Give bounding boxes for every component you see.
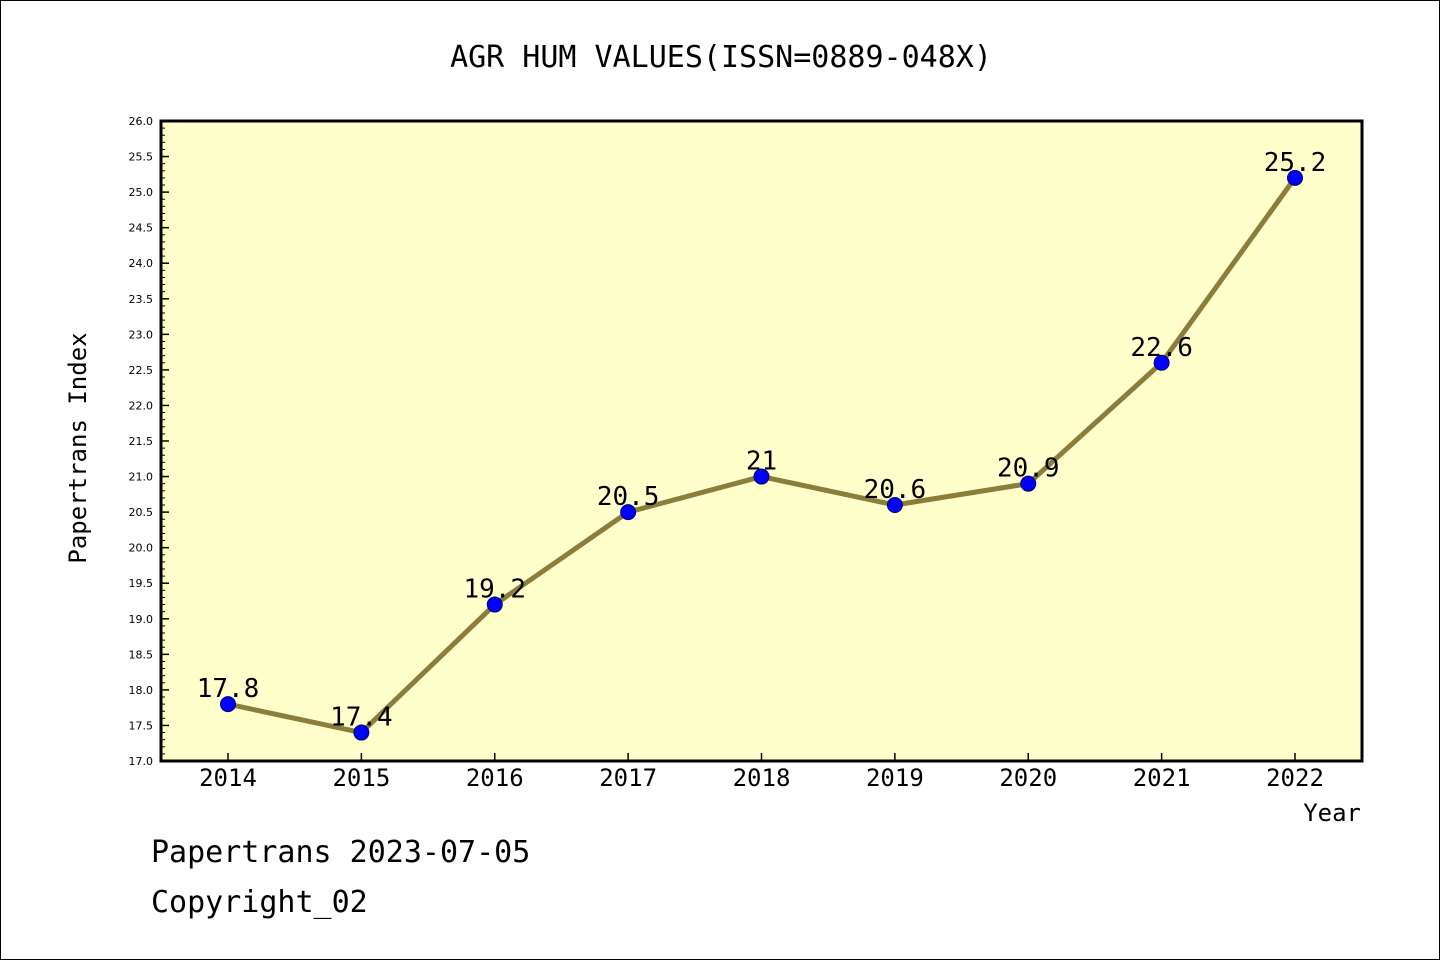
data-label: 19.2 bbox=[463, 575, 526, 605]
data-point bbox=[353, 724, 370, 741]
data-label: 20.9 bbox=[997, 454, 1060, 484]
data-point bbox=[1153, 354, 1170, 371]
y-tick-label: 18.5 bbox=[129, 648, 154, 661]
data-point bbox=[1287, 169, 1303, 186]
y-tick-label: 17.0 bbox=[129, 755, 154, 768]
y-tick-label: 24.0 bbox=[129, 257, 154, 270]
data-point bbox=[486, 596, 503, 613]
data-label: 17.4 bbox=[330, 703, 393, 733]
y-tick-label: 26.0 bbox=[129, 115, 154, 128]
data-label: 25.2 bbox=[1264, 148, 1327, 178]
y-tick-label: 21.0 bbox=[129, 471, 154, 484]
x-tick-label: 2021 bbox=[1133, 764, 1191, 792]
x-axis-label: Year bbox=[1303, 799, 1361, 827]
y-tick-label: 20.5 bbox=[129, 506, 154, 519]
x-tick-label: 2017 bbox=[599, 764, 657, 792]
footer-copyright-text: Copyright_02 bbox=[151, 885, 368, 920]
y-tick-label: 18.0 bbox=[129, 684, 154, 697]
y-tick-label: 17.5 bbox=[129, 719, 154, 732]
data-point bbox=[620, 504, 637, 521]
chart-title: AGR HUM VALUES(ISSN=0889-048X) bbox=[450, 40, 992, 75]
data-label: 22.6 bbox=[1130, 333, 1193, 363]
data-label: 20.5 bbox=[597, 482, 660, 512]
x-tick-label: 2019 bbox=[866, 764, 924, 792]
data-label: 17.8 bbox=[197, 674, 260, 704]
y-tick-label: 20.0 bbox=[129, 542, 154, 555]
y-tick-label: 25.0 bbox=[129, 186, 154, 199]
x-tick-label: 2016 bbox=[466, 764, 524, 792]
y-tick-label: 23.5 bbox=[129, 293, 154, 306]
data-point bbox=[753, 468, 770, 485]
x-tick-label: 2014 bbox=[199, 764, 257, 792]
y-axis: 17.0 17.5 18.0 18.5 19.0 19.5 20.0 20.5 21.0 21.5… bbox=[129, 115, 169, 768]
footer-date-text: Papertrans 2023-07-05 bbox=[151, 835, 531, 870]
series-group: 17.8 17.4 19.2 20.5 21 20.6 20.9 22.6 25.2 bbox=[197, 148, 1327, 741]
y-tick-label: 22.0 bbox=[129, 399, 154, 412]
x-tick-label: 2020 bbox=[999, 764, 1057, 792]
y-tick-label: 19.5 bbox=[129, 577, 154, 590]
data-point bbox=[220, 696, 236, 713]
data-point bbox=[1020, 475, 1037, 492]
x-tick-label: 2018 bbox=[733, 764, 791, 792]
x-axis: 2014 2015 2016 2017 2018 2019 2020 2021 2022 bbox=[199, 753, 1324, 792]
data-point bbox=[886, 497, 903, 513]
x-tick-label: 2015 bbox=[332, 764, 390, 792]
data-label: 20.6 bbox=[864, 475, 927, 505]
plot-area bbox=[159, 119, 1364, 763]
y-tick-label: 19.0 bbox=[129, 613, 154, 626]
y-tick-label: 25.5 bbox=[129, 151, 154, 164]
y-tick-label: 21.5 bbox=[129, 435, 154, 448]
x-tick-label: 2022 bbox=[1266, 764, 1324, 792]
data-label: 21 bbox=[746, 447, 777, 477]
y-tick-label: 23.0 bbox=[129, 328, 154, 341]
y-axis-label: Papertrans Index bbox=[64, 332, 92, 563]
y-tick-label: 24.5 bbox=[129, 222, 154, 235]
y-tick-label: 22.5 bbox=[129, 364, 154, 377]
